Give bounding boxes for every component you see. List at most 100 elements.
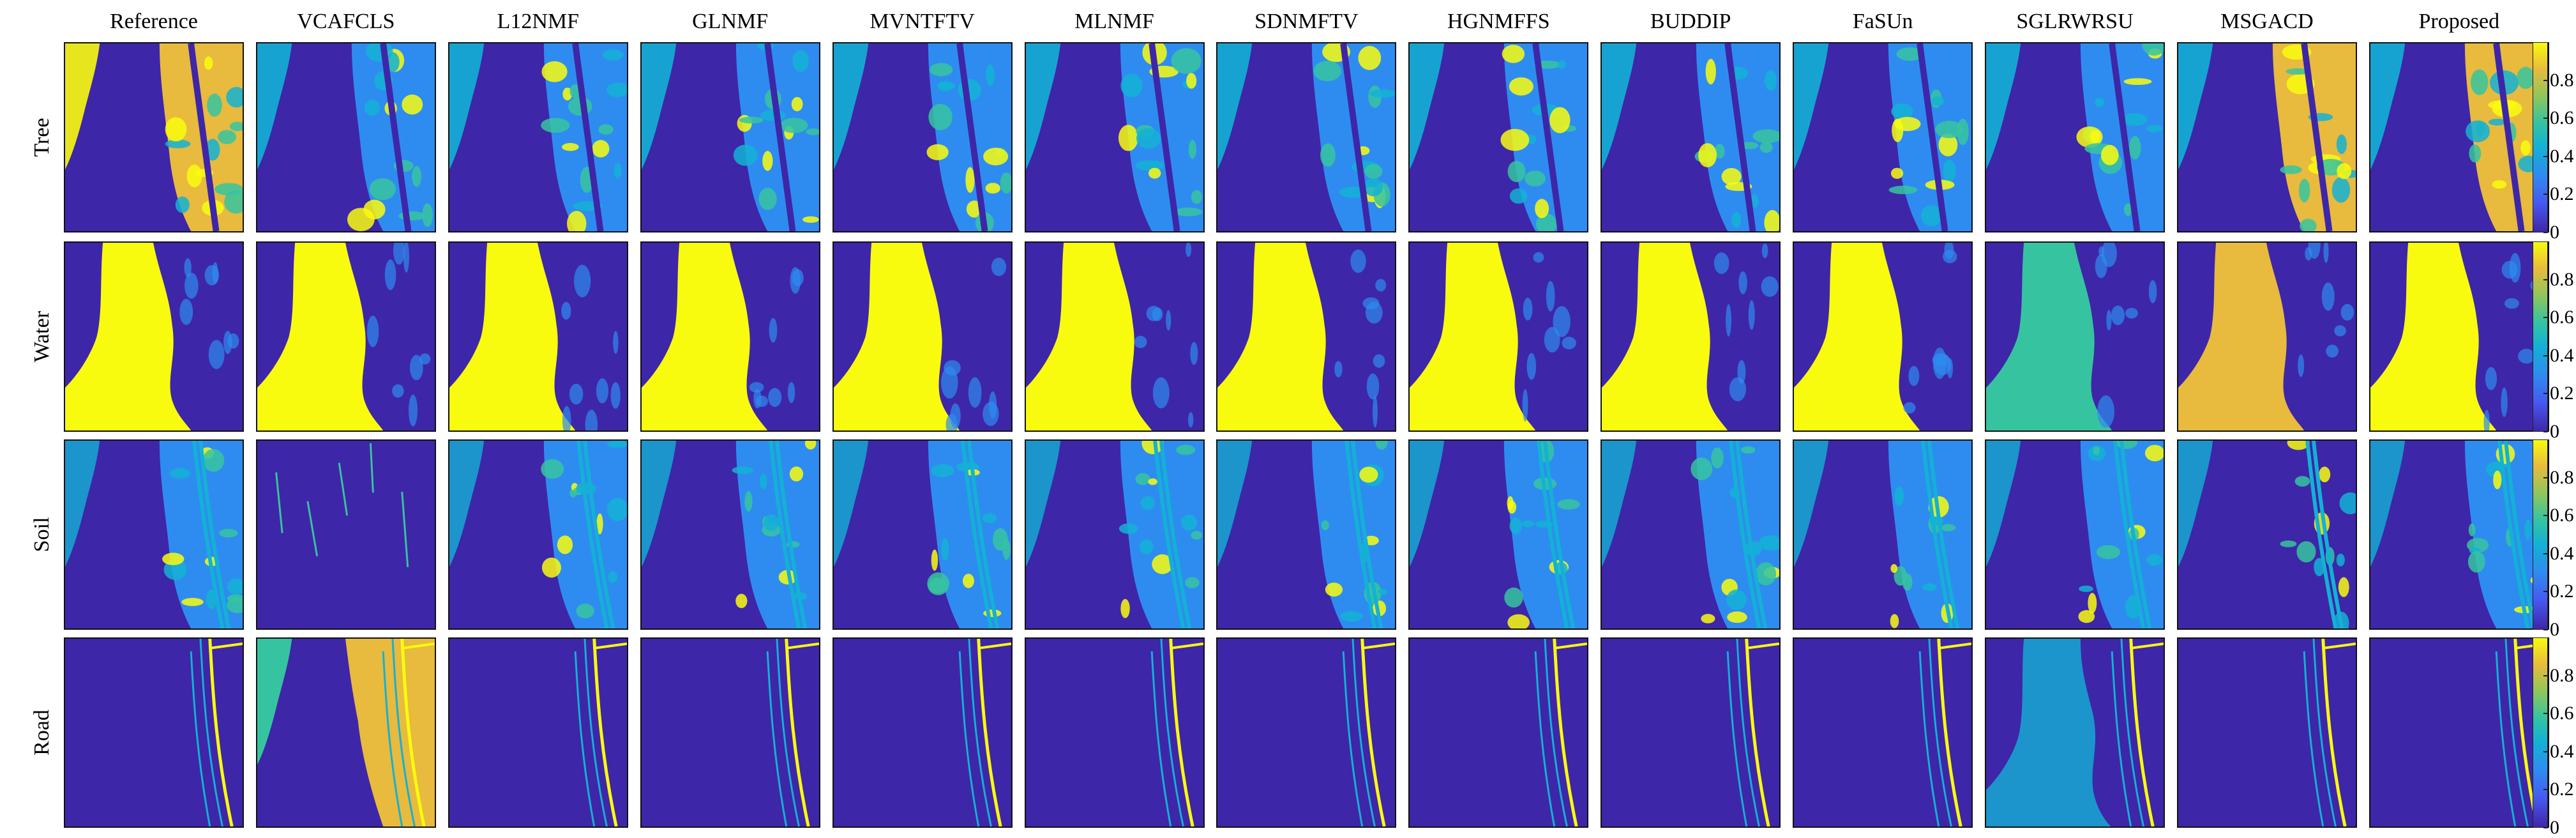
- colorbar-tick-label: 0.8: [2550, 664, 2574, 686]
- colorbar-tick-label: 0.4: [2550, 145, 2574, 167]
- abundance-map-water-glnmf: [640, 241, 820, 432]
- colorbar-tree: [2533, 42, 2548, 232]
- colorbar-tick-mark: [2543, 674, 2548, 676]
- colorbar-tick-mark: [2543, 827, 2548, 828]
- colorbar-tick-label: 0: [2550, 222, 2559, 243]
- abundance-map-tree-hgnmffs: [1408, 42, 1589, 232]
- abundance-map-water-reference: [64, 241, 244, 432]
- column-title-proposed: Proposed: [2418, 10, 2500, 33]
- colorbar-tick-mark: [2543, 79, 2548, 81]
- abundance-map-tree-proposed: [2369, 42, 2549, 232]
- column-title-hgnmffs: HGNMFFS: [1447, 10, 1550, 33]
- colorbar-water: [2533, 241, 2548, 432]
- colorbar-tick-label: 0.6: [2550, 505, 2574, 526]
- colorbar-tick-mark: [2543, 750, 2548, 752]
- abundance-map-water-sglrwrsu: [1985, 241, 2165, 432]
- abundance-map-road-vcafcls: [255, 637, 436, 828]
- abundance-map-soil-vcafcls: [255, 439, 436, 630]
- abundance-map-road-mlnmf: [1024, 637, 1205, 828]
- colorbar-tick-mark: [2543, 629, 2548, 630]
- column-title-glnmf: GLNMF: [692, 10, 769, 33]
- abundance-map-water-msgacd: [2176, 241, 2357, 432]
- colorbar-tick-mark: [2543, 393, 2548, 395]
- column-title-fasun: FaSUn: [1852, 10, 1913, 33]
- colorbar-tick-label: 0.6: [2550, 703, 2574, 724]
- abundance-map-road-proposed: [2369, 637, 2549, 828]
- colorbar-tick-label: 0.2: [2550, 383, 2574, 404]
- abundance-map-soil-msgacd: [2176, 439, 2357, 630]
- column-title-sdnmftv: SDNMFTV: [1254, 10, 1359, 33]
- abundance-map-road-glnmf: [640, 637, 820, 828]
- row-label-tree: Tree: [30, 118, 54, 157]
- colorbar-tick-mark: [2543, 194, 2548, 195]
- colorbar-tick-label: 0.8: [2550, 69, 2574, 91]
- colorbar-tick-mark: [2543, 232, 2548, 233]
- abundance-map-tree-mvntftv: [832, 42, 1013, 232]
- row-label-road: Road: [30, 710, 54, 756]
- abundance-map-road-mvntftv: [832, 637, 1013, 828]
- column-title-reference: Reference: [110, 10, 198, 33]
- colorbar-tick-mark: [2543, 317, 2548, 319]
- abundance-map-soil-proposed: [2369, 439, 2549, 630]
- colorbar-tick-mark: [2543, 354, 2548, 356]
- colorbar-tick-mark: [2543, 431, 2548, 432]
- abundance-map-road-buddip: [1601, 637, 1781, 828]
- abundance-map-soil-sglrwrsu: [1985, 439, 2165, 630]
- abundance-map-soil-reference: [64, 439, 244, 630]
- colorbar-tick-label: 0.8: [2550, 466, 2574, 488]
- abundance-map-tree-reference: [64, 42, 244, 232]
- column-title-msgacd: MSGACD: [2220, 10, 2314, 33]
- abundance-map-tree-buddip: [1601, 42, 1781, 232]
- colorbar-tick-mark: [2543, 155, 2548, 157]
- abundance-map-soil-fasun: [1793, 439, 1973, 630]
- colorbar-tick-label: 0.2: [2550, 581, 2574, 602]
- colorbar-tick-label: 0: [2550, 619, 2559, 640]
- colorbar-tick-label: 0.2: [2550, 779, 2574, 800]
- abundance-map-soil-glnmf: [640, 439, 820, 630]
- abundance-map-water-mvntftv: [832, 241, 1013, 432]
- abundance-map-tree-msgacd: [2176, 42, 2357, 232]
- colorbar-tick-mark: [2543, 713, 2548, 715]
- colorbar-tick-label: 0.4: [2550, 542, 2574, 564]
- abundance-map-soil-mvntftv: [832, 439, 1013, 630]
- abundance-map-water-proposed: [2369, 241, 2549, 432]
- abundance-map-soil-sdnmftv: [1216, 439, 1397, 630]
- colorbar-tick-label: 0.4: [2550, 344, 2574, 366]
- colorbar-tick-label: 0.2: [2550, 183, 2574, 205]
- abundance-map-tree-vcafcls: [255, 42, 436, 232]
- abundance-map-road-reference: [64, 637, 244, 828]
- abundance-map-water-buddip: [1601, 241, 1781, 432]
- colorbar-tick-mark: [2543, 118, 2548, 119]
- column-title-sglrwrsu: SGLRWRSU: [2016, 10, 2134, 33]
- column-title-vcafcls: VCAFCLS: [297, 10, 395, 33]
- abundance-map-soil-mlnmf: [1024, 439, 1205, 630]
- column-title-l12nmf: L12NMF: [497, 10, 580, 33]
- abundance-map-tree-fasun: [1793, 42, 1973, 232]
- abundance-map-water-sdnmftv: [1216, 241, 1397, 432]
- abundance-map-soil-hgnmffs: [1408, 439, 1589, 630]
- abundance-map-soil-buddip: [1601, 439, 1781, 630]
- abundance-map-road-sdnmftv: [1216, 637, 1397, 828]
- abundance-map-water-l12nmf: [448, 241, 628, 432]
- abundance-map-tree-mlnmf: [1024, 42, 1205, 232]
- abundance-map-road-msgacd: [2176, 637, 2357, 828]
- abundance-map-water-vcafcls: [255, 241, 436, 432]
- abundance-map-road-sglrwrsu: [1985, 637, 2165, 828]
- abundance-map-tree-sglrwrsu: [1985, 42, 2165, 232]
- abundance-map-tree-sdnmftv: [1216, 42, 1397, 232]
- colorbar-tick-mark: [2543, 552, 2548, 554]
- abundance-map-road-l12nmf: [448, 637, 628, 828]
- colorbar-tick-label: 0.8: [2550, 268, 2574, 290]
- abundance-map-tree-glnmf: [640, 42, 820, 232]
- colorbar-tick-mark: [2543, 476, 2548, 478]
- colorbar-tick-label: 0.4: [2550, 740, 2574, 762]
- abundance-map-tree-l12nmf: [448, 42, 628, 232]
- abundance-map-soil-l12nmf: [448, 439, 628, 630]
- column-title-mlnmf: MLNMF: [1074, 10, 1154, 33]
- colorbar-tick-mark: [2543, 278, 2548, 280]
- row-label-soil: Soil: [30, 517, 54, 552]
- abundance-map-water-mlnmf: [1024, 241, 1205, 432]
- abundance-map-road-hgnmffs: [1408, 637, 1589, 828]
- row-label-water: Water: [30, 310, 54, 363]
- colorbar-tick-label: 0: [2550, 817, 2559, 838]
